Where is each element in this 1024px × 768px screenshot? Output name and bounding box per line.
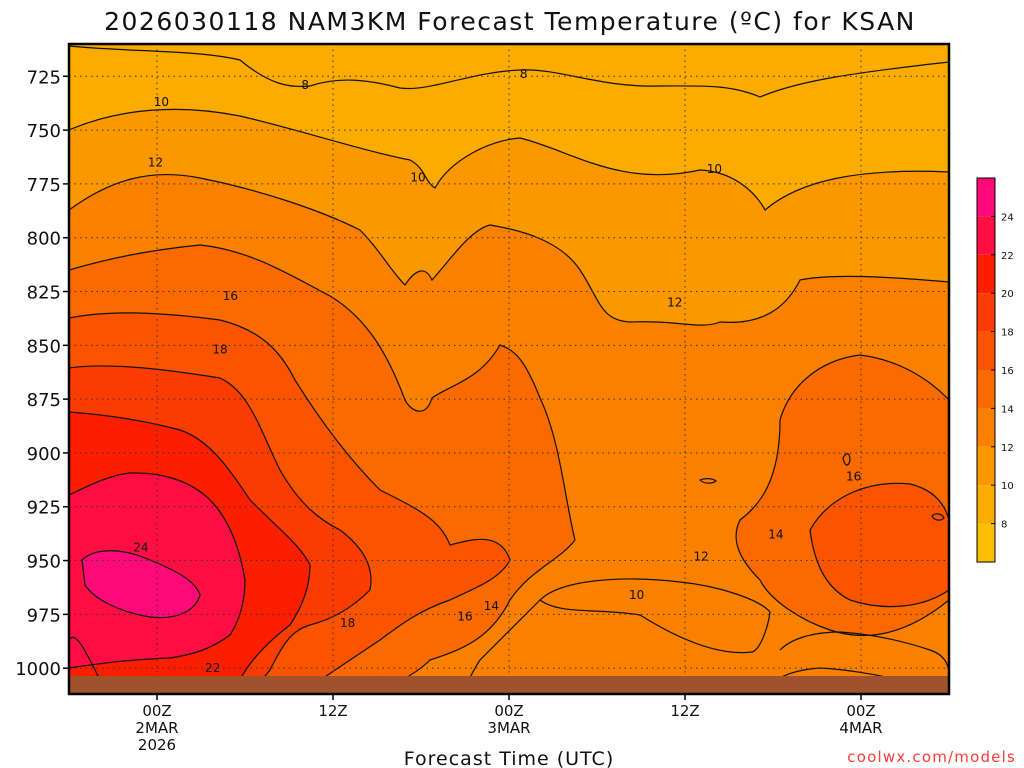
x-tick-label: 00Z	[494, 702, 523, 720]
y-tick-label: 925	[27, 498, 61, 519]
colorbar-label: 24	[1001, 212, 1014, 223]
y-tick-label: 950	[27, 552, 61, 573]
y-tick-label: 975	[27, 605, 61, 626]
contour-label: 16	[846, 470, 861, 484]
chart-title: 2026030118 NAM3KM Forecast Temperature (…	[104, 7, 916, 36]
contour-label: 10	[410, 170, 425, 184]
contour-label: 18	[340, 616, 355, 630]
contour-label: 18	[212, 343, 227, 357]
y-tick-label: 800	[27, 229, 61, 250]
colorbar-label: 8	[1001, 520, 1007, 531]
contour-line	[698, 478, 718, 484]
contour-label: 14	[484, 599, 499, 613]
x-axis-title: Forecast Time (UTC)	[404, 748, 614, 768]
colorbar-label: 22	[1001, 251, 1014, 262]
contour-label: 16	[223, 289, 238, 303]
y-axis: 725 750 775 800 825 850 875 900 925 950 975 1000	[15, 67, 69, 680]
contour-line	[81, 550, 201, 619]
x-tick-label: 00Z	[142, 702, 171, 720]
contour-line	[69, 472, 246, 669]
y-tick-label: 750	[27, 121, 61, 142]
contour-label: 22	[205, 661, 220, 675]
x-tick-label: 4MAR	[839, 719, 882, 737]
contour-line	[69, 108, 949, 211]
x-tick-label: 2026	[138, 736, 176, 754]
colorbar-label: 12	[1001, 443, 1014, 454]
plot-area	[69, 44, 949, 694]
x-tick-label: 2MAR	[135, 719, 178, 737]
contour-label: 10	[629, 588, 644, 602]
contour-label: 16	[457, 610, 472, 624]
contour-label: 10	[707, 162, 722, 176]
y-tick-label: 825	[27, 283, 61, 304]
fill-level-24-26	[82, 550, 200, 618]
contour-label: 14	[768, 528, 783, 542]
contour-label: 10	[154, 95, 169, 109]
colorbar-swatch	[977, 293, 995, 332]
colorbar-label: 20	[1001, 289, 1014, 300]
contour-label: 12	[148, 155, 163, 169]
y-tick-label: 1000	[15, 659, 61, 680]
credit-link[interactable]: coolwx.com/models	[847, 748, 1016, 766]
contour-line	[69, 244, 576, 694]
contour-line	[69, 312, 511, 694]
x-tick-label: 3MAR	[487, 719, 530, 737]
colorbar-swatch	[977, 216, 995, 255]
colorbar-swatch	[977, 178, 995, 217]
y-tick-label: 850	[27, 336, 61, 357]
contour-label: 8	[520, 67, 528, 81]
contour-line	[69, 411, 311, 681]
colorbar-swatch	[977, 446, 995, 486]
x-tick-label: 12Z	[318, 702, 347, 720]
x-tick-label: 12Z	[670, 702, 699, 720]
grid	[69, 44, 949, 694]
x-tick-label: 00Z	[846, 702, 875, 720]
contour-line	[779, 354, 949, 421]
contour-labels: 8 8 10 10 10 10 12 12 12 14 14 16 16 16 18 18 22 24	[133, 67, 861, 675]
contour-label: 24	[133, 541, 148, 555]
contour-line	[69, 365, 372, 694]
colorbar-swatch	[977, 408, 995, 447]
colorbar-swatch	[977, 331, 995, 370]
colorbar: 8 10 12 14 16 18 20 22 24	[976, 177, 1014, 563]
colorbar-swatch	[977, 523, 995, 562]
colorbar-label: 16	[1001, 366, 1014, 377]
contour-label: 12	[693, 549, 708, 563]
contour-label: 12	[667, 295, 682, 309]
contour-line	[842, 453, 851, 466]
colorbar-label: 18	[1001, 328, 1014, 339]
contour-line	[931, 513, 945, 521]
colorbar-swatch	[977, 254, 995, 294]
colorbar-swatch	[977, 485, 995, 524]
contour-line	[539, 578, 771, 654]
contour-line	[69, 45, 949, 98]
colorbar-label: 10	[1001, 481, 1014, 492]
contour-line	[809, 482, 949, 531]
contour-label: 8	[301, 78, 309, 92]
fill-level-16-18-right	[810, 483, 949, 607]
terrain-ground-bar	[69, 676, 949, 694]
colorbar-label: 14	[1001, 404, 1014, 415]
y-tick-label: 775	[27, 175, 61, 196]
y-tick-label: 900	[27, 444, 61, 465]
contour-line	[779, 631, 949, 676]
colorbar-swatch	[977, 370, 995, 409]
contour-line	[809, 529, 949, 608]
contour-line	[69, 173, 949, 326]
y-tick-label: 875	[27, 390, 61, 411]
y-tick-label: 725	[27, 67, 61, 88]
